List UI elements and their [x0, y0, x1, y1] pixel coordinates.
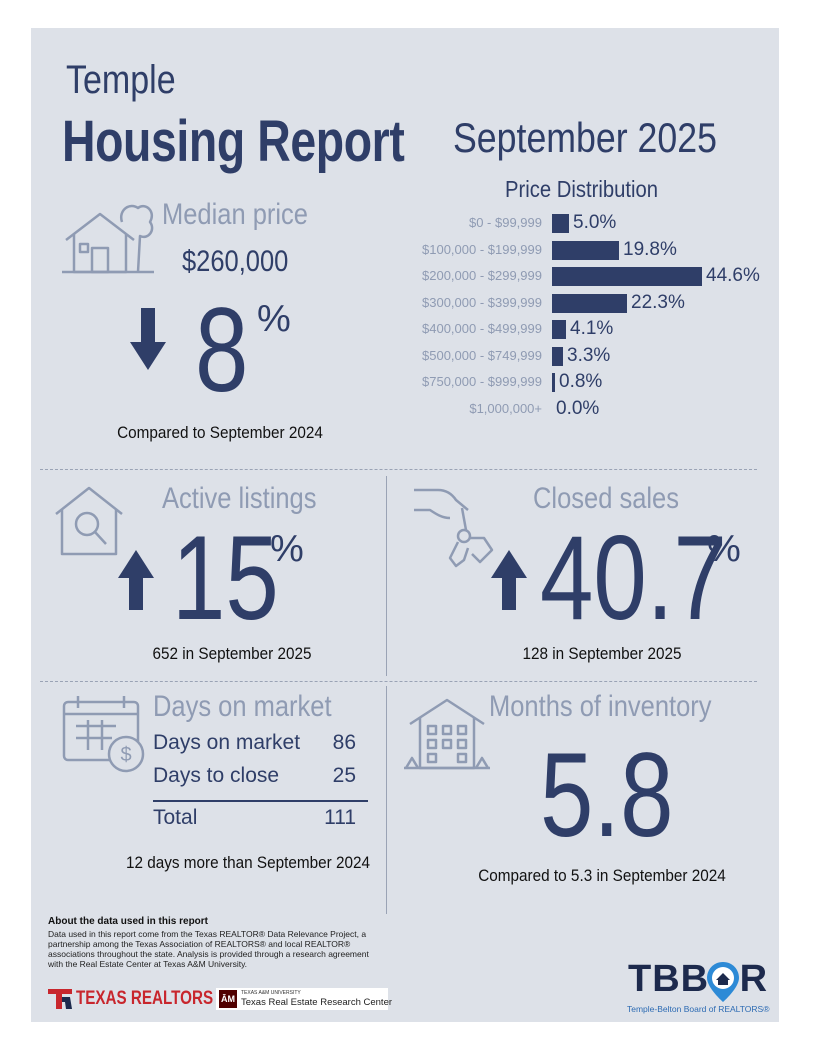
distribution-value-label: 0.0%: [556, 397, 600, 419]
divider-mid-vertical: [386, 476, 387, 676]
distribution-value-label: 19.8%: [623, 238, 677, 260]
distribution-category-label: $750,000 - $999,999: [422, 374, 542, 389]
closed-sales-title: Closed sales: [533, 482, 680, 515]
dom-row-label: Days on market: [153, 731, 301, 754]
city-name: Temple: [66, 58, 176, 102]
report-month: September 2025: [453, 114, 717, 161]
distribution-bar: [552, 373, 555, 392]
distribution-row: $100,000 - $199,999 19.8%: [400, 239, 780, 263]
tbbor-logo: TBBOR: [628, 958, 769, 1000]
distribution-row: $200,000 - $299,999 44.6%: [400, 265, 780, 289]
dom-total-value: 111: [324, 806, 356, 829]
distribution-category-label: $200,000 - $299,999: [422, 268, 542, 283]
apartment-building-icon: [404, 698, 490, 770]
dom-row-days-to-close: Days to close 25: [153, 764, 368, 788]
dom-row-value: 86: [332, 731, 356, 754]
closed-sales-pct: %: [707, 528, 741, 570]
distribution-bar: [552, 320, 566, 339]
median-price-caption: Compared to September 2024: [117, 423, 323, 442]
months-inventory-caption: Compared to 5.3 in September 2024: [478, 866, 726, 885]
distribution-value-label: 5.0%: [573, 212, 617, 233]
tamu-logo: ĀM TEXAS A&M UNIVERSITY Texas Real Estat…: [216, 988, 392, 1010]
house-tree-icon: [62, 204, 154, 274]
distribution-title: Price Distribution: [505, 176, 658, 202]
about-text: Data used in this report come from the T…: [48, 929, 369, 969]
distribution-bar: [552, 293, 627, 313]
median-price-title: Median price: [162, 198, 309, 231]
hand-key-icon: [414, 488, 494, 568]
tbbor-subtitle: Temple-Belton Board of REALTORS®: [627, 1004, 770, 1014]
tamu-mark-icon: ĀM: [219, 990, 237, 1008]
median-price-pct: %: [257, 298, 291, 340]
distribution-category-label: $500,000 - $749,999: [422, 347, 542, 363]
distribution-bar: [552, 240, 619, 260]
distribution-row: $300,000 - $399,999 22.3%: [400, 292, 780, 316]
house-search-icon: [55, 486, 123, 556]
distribution-row: $0 - $99,999 5.0%: [400, 212, 780, 236]
dom-row-label: Days to close: [153, 764, 280, 787]
distribution-row: $500,000 - $749,999 3.3%: [400, 345, 780, 369]
dom-total-label: Total: [153, 806, 198, 829]
report-panel: [31, 28, 779, 1022]
closed-sales-change: 40.7: [540, 511, 727, 645]
distribution-category-label: $1,000,000+: [469, 400, 542, 416]
distribution-bar: [552, 267, 702, 286]
distribution-category-label: $400,000 - $499,999: [422, 321, 542, 336]
months-inventory-value: 5.8: [540, 728, 674, 862]
active-listings-caption: 652 in September 2025: [152, 644, 312, 663]
distribution-category-label: $0 - $99,999: [468, 215, 542, 230]
up-arrow-icon: [118, 550, 154, 610]
dom-total-rule: [153, 800, 368, 802]
distribution-bar: [552, 346, 563, 366]
texas-realtors-logo: TEXAS REALTORS: [76, 988, 214, 1009]
divider-top: [40, 469, 757, 470]
distribution-category-label: $100,000 - $199,999: [422, 241, 542, 257]
about-heading: About the data used in this report: [48, 916, 209, 927]
report-title: Housing Report: [62, 109, 405, 174]
distribution-row: $400,000 - $499,999 4.1%: [400, 318, 780, 342]
distribution-bar: [552, 214, 569, 233]
closed-sales-caption: 128 in September 2025: [522, 644, 682, 663]
texas-realtors-logo-icon: [48, 989, 72, 1009]
dom-row-value: 25: [332, 764, 356, 787]
tamu-small-text: TEXAS A&M UNIVERSITY: [241, 990, 301, 996]
down-arrow-icon: [130, 308, 166, 370]
divider-bottom: [40, 681, 757, 682]
tamu-center-text: Texas Real Estate Research Center: [241, 997, 393, 1008]
active-listings-change: 15: [172, 511, 279, 645]
distribution-value-label: 22.3%: [631, 291, 685, 313]
distribution-row: $1,000,000+ 0.0%: [400, 398, 780, 422]
up-arrow-icon: [491, 550, 527, 610]
distribution-value-label: 4.1%: [570, 318, 614, 339]
active-listings-pct: %: [270, 528, 304, 570]
divider-bottom-vertical: [386, 686, 387, 914]
distribution-value-label: 3.3%: [567, 344, 611, 366]
distribution-value-label: 44.6%: [706, 265, 760, 286]
days-on-market-caption: 12 days more than September 2024: [125, 853, 371, 872]
dom-row-total: Total 111: [153, 806, 368, 830]
distribution-row: $750,000 - $999,999 0.8%: [400, 371, 780, 395]
location-pin-house-icon: [707, 962, 739, 1002]
days-on-market-title: Days on market: [153, 690, 332, 723]
months-inventory-title: Months of inventory: [489, 690, 712, 723]
active-listings-title: Active listings: [162, 482, 317, 515]
distribution-value-label: 0.8%: [559, 371, 603, 392]
distribution-category-label: $300,000 - $399,999: [422, 294, 542, 310]
dom-row-days-on-market: Days on market 86: [153, 731, 368, 755]
svg-text:$: $: [120, 744, 131, 766]
median-price-value: $260,000: [182, 245, 289, 278]
calendar-dollar-icon: $: [62, 696, 145, 773]
median-price-change: 8: [195, 283, 249, 417]
